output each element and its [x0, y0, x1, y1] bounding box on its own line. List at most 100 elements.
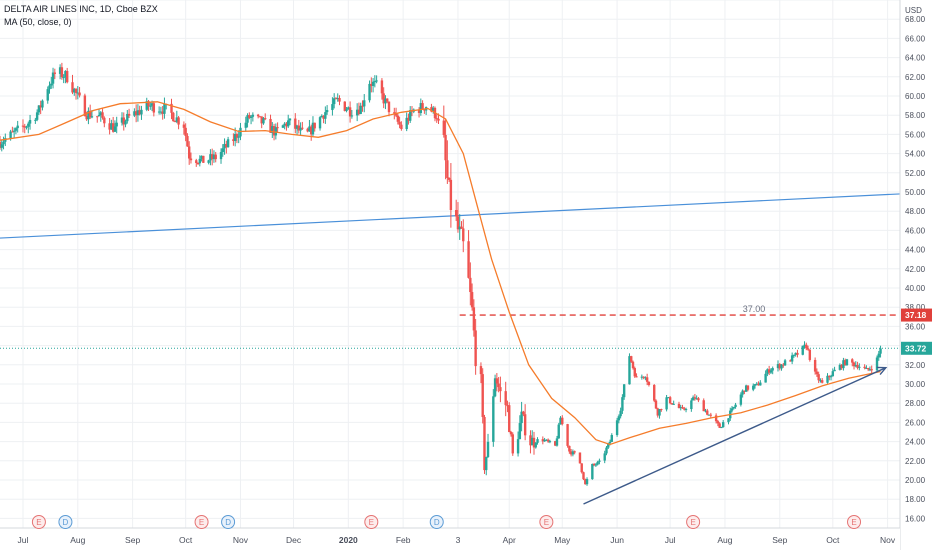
candle-body [584, 479, 587, 485]
candle-body [462, 228, 465, 242]
candle [51, 67, 55, 89]
candle [704, 408, 707, 413]
price-tick-label: 44.00 [905, 246, 926, 255]
candle [332, 93, 336, 109]
candle [660, 408, 663, 412]
candle [569, 448, 573, 457]
time-tick-label: Jun [610, 535, 624, 545]
price-tick-label: 58.00 [905, 111, 926, 120]
candle [39, 100, 42, 115]
candle-body [101, 112, 104, 118]
candle-body [41, 100, 44, 108]
candle-body [124, 121, 127, 125]
candle-body [534, 442, 537, 448]
candle [870, 365, 873, 374]
price-tick-label: 28.00 [905, 399, 926, 408]
candle-body [767, 369, 771, 373]
candle [287, 114, 290, 129]
candle-body [207, 160, 210, 163]
candle [546, 438, 550, 443]
candle-body [371, 81, 375, 86]
candle [115, 116, 118, 134]
candle-body [170, 103, 173, 113]
candle [50, 76, 53, 89]
candle-body [743, 390, 746, 392]
candle-body [387, 101, 391, 113]
candle [361, 100, 364, 112]
candle [214, 151, 217, 163]
candle [331, 97, 334, 116]
time-axis[interactable]: Jul Aug Sep Oct Nov Dec 2020 Feb 3 Apr May Jun Jul Au… [0, 527, 900, 550]
price-axis[interactable]: USD 16.00 18.00 20.00 22.00 24.00 26.00 28.00 30… [899, 0, 932, 550]
candle-body [221, 148, 224, 153]
candle-body [96, 116, 99, 118]
moving-average [0, 101, 881, 446]
candle [670, 403, 674, 405]
candle [635, 373, 638, 378]
time-tick-label: Dec [286, 535, 302, 545]
candle-body [580, 463, 583, 473]
price-tick-label: 20.00 [905, 476, 926, 485]
time-tick-label: 2020 [339, 535, 358, 545]
candle-body [504, 391, 507, 406]
candle-body [483, 416, 486, 471]
event-circle [429, 515, 444, 529]
candle [879, 345, 882, 358]
candle-body [39, 105, 42, 108]
candle-body [396, 115, 400, 122]
candle [679, 404, 682, 411]
candle-body [741, 390, 744, 395]
candle [198, 155, 202, 167]
event-label: D [63, 518, 69, 527]
candle [815, 368, 819, 377]
time-tick-label: May [554, 535, 571, 545]
candle [170, 98, 173, 120]
candle [260, 116, 263, 129]
candle-body [361, 105, 364, 107]
candle-body [843, 360, 847, 366]
candle [306, 127, 309, 133]
candle-body [287, 120, 290, 127]
candle [140, 105, 143, 120]
candle [25, 125, 28, 130]
candle [103, 116, 106, 128]
candle-body [778, 364, 781, 369]
time-tick-label: Feb [396, 535, 411, 545]
candle-body [546, 439, 550, 442]
time-tick-label: Aug [70, 535, 85, 545]
candle-body [764, 373, 767, 383]
candle-body [566, 424, 569, 446]
candle-body [840, 364, 843, 369]
time-tick-label: Nov [233, 535, 249, 545]
price-tick-label: 22.00 [905, 457, 926, 466]
candle-body [548, 441, 552, 443]
candle-body [276, 127, 279, 129]
candle [34, 117, 37, 124]
candle-body [454, 210, 458, 217]
earnings-marker: E [686, 515, 701, 529]
candle [184, 123, 187, 142]
candle-body [628, 356, 631, 385]
candle [334, 97, 338, 100]
price-tick-label: 38.00 [905, 303, 926, 312]
candle [357, 102, 361, 116]
candle-body [409, 110, 412, 121]
candle [877, 350, 880, 361]
candle-body [782, 364, 785, 366]
indicator-title[interactable]: MA (50, close, 0) [4, 17, 72, 27]
candle [28, 114, 32, 130]
candle-body [877, 353, 880, 358]
candle-body [2, 141, 5, 145]
candle [244, 116, 247, 132]
candle [555, 435, 559, 447]
symbol-title[interactable]: DELTA AIR LINES INC, 1D, Cboe BZX [4, 4, 158, 14]
candle-body [281, 125, 285, 128]
candle [714, 413, 718, 424]
candle [771, 366, 774, 375]
candle-body [714, 415, 718, 422]
candle [531, 430, 534, 446]
candle-body [838, 364, 842, 370]
